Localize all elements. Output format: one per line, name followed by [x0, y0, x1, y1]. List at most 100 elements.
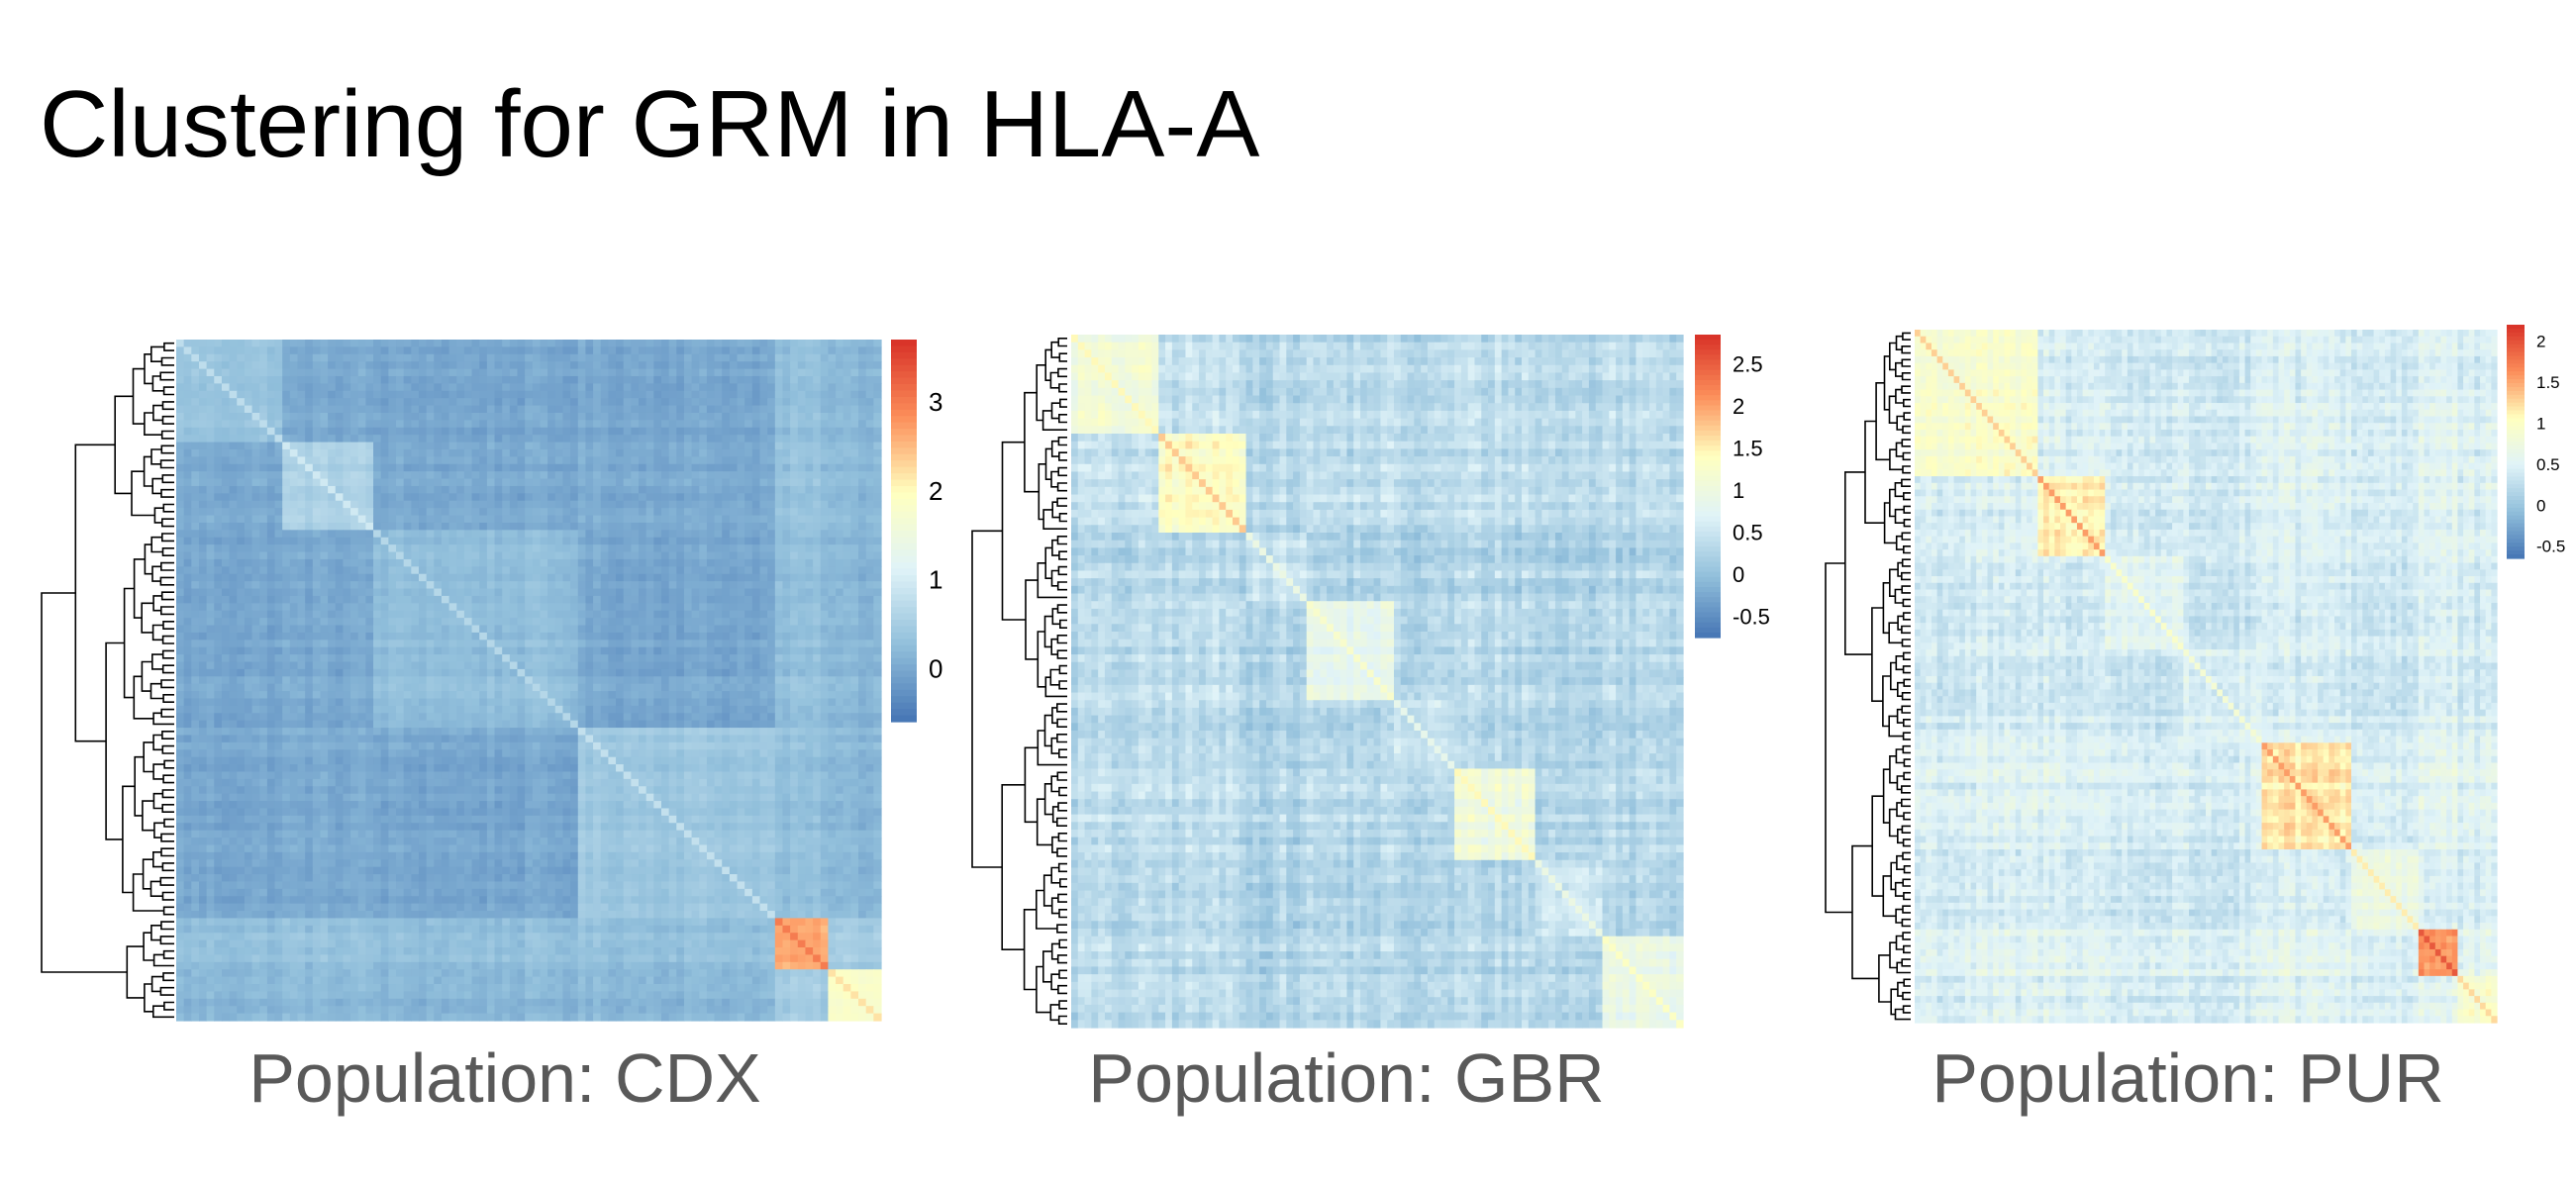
heatmap-cell	[631, 515, 640, 524]
heatmap-cell	[441, 544, 450, 553]
heatmap-cell	[486, 646, 496, 655]
heatmap-cell	[289, 383, 299, 392]
heatmap-cell	[683, 698, 693, 707]
heatmap-cell	[759, 346, 768, 355]
heatmap-cell	[244, 522, 253, 531]
heatmap-cell	[509, 683, 519, 692]
heatmap-cell	[797, 558, 807, 567]
heatmap-cell	[570, 588, 579, 597]
heatmap-cell	[441, 442, 450, 450]
heatmap-cell	[608, 412, 617, 421]
heatmap-cell	[631, 646, 640, 655]
heatmap-cell	[782, 361, 791, 370]
heatmap-cell	[259, 361, 268, 370]
heatmap-cell	[828, 522, 837, 531]
heatmap-cell	[608, 632, 617, 641]
heatmap-cell	[244, 551, 253, 560]
heatmap-cell	[244, 676, 253, 685]
heatmap-cell	[737, 493, 745, 502]
heatmap-cell	[729, 420, 739, 429]
heatmap-cell	[699, 573, 708, 582]
heatmap-cell	[782, 405, 791, 414]
heatmap-cell	[767, 713, 776, 722]
heatmap-cell	[706, 558, 716, 567]
heatmap-cell	[411, 478, 420, 487]
heatmap-cell	[623, 435, 632, 444]
heatmap-cell	[782, 420, 791, 429]
heatmap-cell	[570, 654, 579, 663]
heatmap-cell	[463, 728, 473, 737]
heatmap-cell	[206, 713, 215, 722]
heatmap-cell	[744, 566, 753, 575]
heatmap-cell	[259, 493, 268, 502]
heatmap-cell	[471, 595, 480, 604]
heatmap-cell	[645, 500, 654, 509]
heatmap-cell	[759, 698, 768, 707]
heatmap-cell	[639, 390, 647, 399]
heatmap-cell	[608, 676, 617, 685]
heatmap-cell	[759, 610, 768, 619]
heatmap-cell	[297, 640, 306, 648]
heatmap-cell	[479, 522, 488, 531]
heatmap-cell	[836, 713, 844, 722]
heatmap-cell	[540, 728, 548, 737]
heatmap-cell	[805, 493, 814, 502]
heatmap-cell	[221, 581, 231, 590]
heatmap-cell	[373, 691, 382, 700]
heatmap-cell	[540, 420, 548, 429]
heatmap-cell	[676, 595, 685, 604]
heatmap-cell	[540, 375, 548, 384]
heatmap-cell	[266, 618, 276, 627]
heatmap-cell	[759, 668, 768, 677]
heatmap-cell	[873, 720, 882, 729]
heatmap-cell	[297, 412, 306, 421]
heatmap-cell	[388, 383, 397, 392]
heatmap-cell	[517, 537, 526, 545]
heatmap-cell	[577, 610, 587, 619]
heatmap-cell	[176, 610, 185, 619]
heatmap-cell	[244, 640, 253, 648]
heatmap-cell	[426, 412, 435, 421]
heatmap-cell	[729, 713, 739, 722]
heatmap-cell	[865, 588, 874, 597]
heatmap-cell	[850, 493, 859, 502]
heatmap-cell	[699, 720, 708, 729]
heatmap-cell	[570, 668, 579, 677]
heatmap-cell	[373, 383, 382, 392]
heatmap-cell	[479, 485, 488, 494]
heatmap-cell	[729, 398, 739, 407]
heatmap-cell	[873, 500, 882, 509]
heatmap-cell	[266, 383, 276, 392]
heatmap-cell	[244, 485, 253, 494]
heatmap-cell	[463, 448, 473, 457]
heatmap-cell	[509, 346, 519, 355]
heatmap-cell	[547, 588, 556, 597]
heatmap-cell	[221, 640, 231, 648]
heatmap-cell	[229, 412, 238, 421]
heatmap-cell	[441, 383, 450, 392]
heatmap-cell	[191, 420, 200, 429]
heatmap-cell	[517, 515, 526, 524]
heatmap-cell	[873, 390, 882, 399]
heatmap-cell	[221, 632, 231, 641]
heatmap-cell	[797, 588, 807, 597]
heatmap-cell	[660, 603, 670, 612]
heatmap-cell	[699, 390, 708, 399]
heatmap-cell	[554, 668, 564, 677]
heatmap-cell	[198, 515, 208, 524]
heatmap-cell	[259, 720, 268, 729]
heatmap-cell	[593, 390, 602, 399]
heatmap-cell	[828, 676, 837, 685]
heatmap-cell	[266, 375, 276, 384]
heatmap-cell	[593, 661, 602, 670]
heatmap-cell	[418, 448, 428, 457]
heatmap-cell	[668, 625, 677, 634]
heatmap-cell	[244, 618, 253, 627]
heatmap-cell	[320, 471, 329, 480]
heatmap-cell	[320, 375, 329, 384]
heatmap-cell	[858, 581, 867, 590]
heatmap-cell	[805, 566, 814, 575]
heatmap-cell	[259, 713, 268, 722]
heatmap-cell	[434, 530, 443, 539]
heatmap-cell	[411, 544, 420, 553]
